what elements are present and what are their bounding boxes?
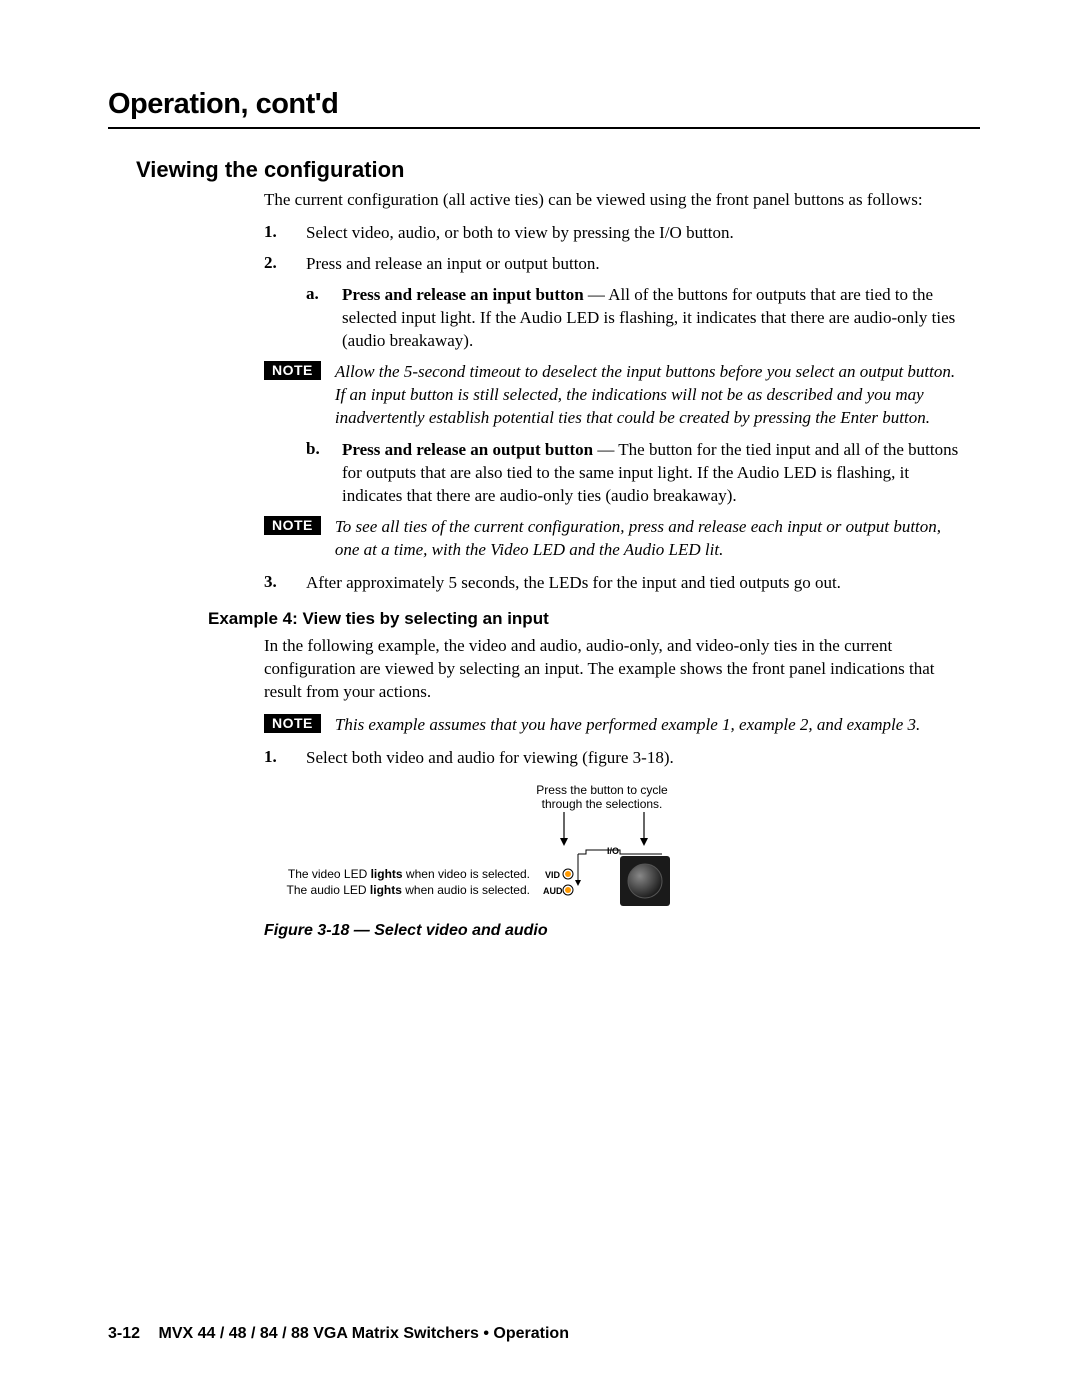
vid-label: VID — [545, 870, 561, 880]
note-1: NOTE Allow the 5-second timeout to desel… — [264, 361, 960, 430]
step-number: 2. — [264, 253, 306, 276]
aud-led-inner — [565, 887, 571, 893]
substep-a: a. Press and release an input button — A… — [306, 284, 960, 353]
section-title: Viewing the configuration — [136, 157, 980, 183]
figure-left-text-2: The audio LED lights when audio is selec… — [287, 883, 530, 897]
arrow-head-icon — [640, 838, 648, 846]
footer-title: MVX 44 / 48 / 84 / 88 VGA Matrix Switche… — [158, 1325, 569, 1342]
step-text: Select video, audio, or both to view by … — [306, 222, 960, 245]
step-number: 3. — [264, 572, 306, 595]
note-text: This example assumes that you have perfo… — [335, 714, 960, 737]
substep-text: Press and release an input button — All … — [342, 284, 960, 353]
subsection-title: Example 4: View ties by selecting an inp… — [208, 609, 980, 629]
arrow-head-icon — [575, 880, 581, 886]
note-text: To see all ties of the current configura… — [335, 516, 960, 562]
figure-top-text-1: Press the button to cycle — [536, 783, 668, 797]
aud-label: AUD — [543, 886, 563, 896]
io-button-icon — [628, 864, 662, 898]
figure-top-text-2: through the selections. — [542, 797, 663, 811]
example-intro: In the following example, the video and … — [264, 635, 960, 704]
step-number: 1. — [264, 222, 306, 245]
step-3: 3. After approximately 5 seconds, the LE… — [264, 572, 960, 595]
note-badge: NOTE — [264, 361, 321, 380]
chapter-title: Operation, cont'd — [108, 88, 980, 121]
note-2: NOTE To see all ties of the current conf… — [264, 516, 960, 562]
substep-bold: Press and release an input button — [342, 285, 584, 304]
note-text: Allow the 5-second timeout to deselect t… — [335, 361, 960, 430]
figure-3-18: Press the button to cycle through the se… — [264, 782, 980, 912]
figure-svg: Press the button to cycle through the se… — [264, 782, 804, 912]
figure-caption: Figure 3-18 — Select video and audio — [264, 922, 980, 940]
page-number: 3-12 — [108, 1325, 140, 1342]
io-bracket — [578, 850, 662, 854]
step-number: 1. — [264, 747, 306, 770]
step-1: 1. Select video, audio, or both to view … — [264, 222, 960, 245]
substep-b: b. Press and release an output button — … — [306, 439, 960, 508]
step-text: After approximately 5 seconds, the LEDs … — [306, 572, 960, 595]
substep-text: Press and release an output button — The… — [342, 439, 960, 508]
io-label: I/O — [607, 846, 619, 856]
intro-paragraph: The current configuration (all active ti… — [264, 189, 960, 212]
note-3: NOTE This example assumes that you have … — [264, 714, 960, 737]
step-text: Press and release an input or output but… — [306, 253, 960, 276]
note-badge: NOTE — [264, 516, 321, 535]
substep-letter: b. — [306, 439, 342, 508]
step-2: 2. Press and release an input or output … — [264, 253, 960, 276]
figure-left-text-1: The video LED lights when video is selec… — [288, 867, 530, 881]
note-badge: NOTE — [264, 714, 321, 733]
substep-bold: Press and release an output button — [342, 440, 593, 459]
vid-led-inner — [565, 871, 571, 877]
substep-letter: a. — [306, 284, 342, 353]
arrow-head-icon — [560, 838, 568, 846]
title-rule — [108, 127, 980, 129]
page-footer: 3-12 MVX 44 / 48 / 84 / 88 VGA Matrix Sw… — [108, 1325, 569, 1343]
example-step-1: 1. Select both video and audio for viewi… — [264, 747, 960, 770]
step-text: Select both video and audio for viewing … — [306, 747, 960, 770]
